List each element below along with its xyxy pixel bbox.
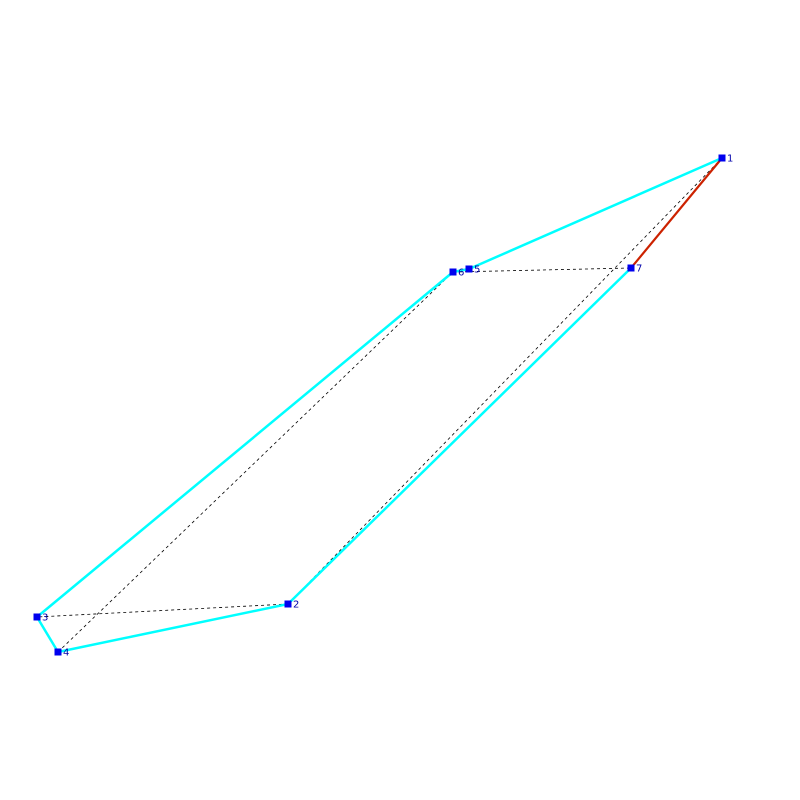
vertex-5[interactable] — [465, 265, 473, 273]
highlight-edge-7-1 — [629, 156, 724, 270]
outline-edge-6-3 — [35, 270, 455, 619]
vertex-label-5: 5 — [474, 265, 480, 276]
vertices-layer — [33, 154, 726, 656]
labels-layer: 1 2 3 4 56 7 — [42, 154, 733, 659]
vertex-label-6: 6 — [458, 268, 464, 279]
vertex-3[interactable] — [33, 613, 41, 621]
vertex-4[interactable] — [54, 648, 62, 656]
vertex-label-1: 1 — [727, 154, 733, 165]
vertex-label-2: 2 — [293, 600, 299, 611]
vertex-1[interactable] — [718, 154, 726, 162]
dashed-edges-layer — [36, 157, 723, 653]
vertex-7[interactable] — [627, 264, 635, 272]
dashed-edge-2-3 — [36, 603, 289, 618]
highlight-edges-layer — [629, 156, 724, 270]
vertex-label-3: 3 — [42, 613, 48, 624]
outline-edge-2-7 — [286, 266, 633, 606]
vertex-2[interactable] — [284, 600, 292, 608]
outline-edges-layer — [35, 156, 724, 654]
outline-edge-1-5 — [467, 156, 724, 271]
vertex-6[interactable] — [449, 268, 457, 276]
dashed-edge-4-6 — [57, 271, 454, 653]
vertex-label-7: 7 — [636, 264, 642, 275]
outline-edge-4-2 — [56, 602, 290, 654]
vertex-label-4: 4 — [63, 648, 69, 659]
outline-edge-3-4 — [35, 615, 60, 654]
dashed-edge-1-2 — [287, 157, 723, 605]
